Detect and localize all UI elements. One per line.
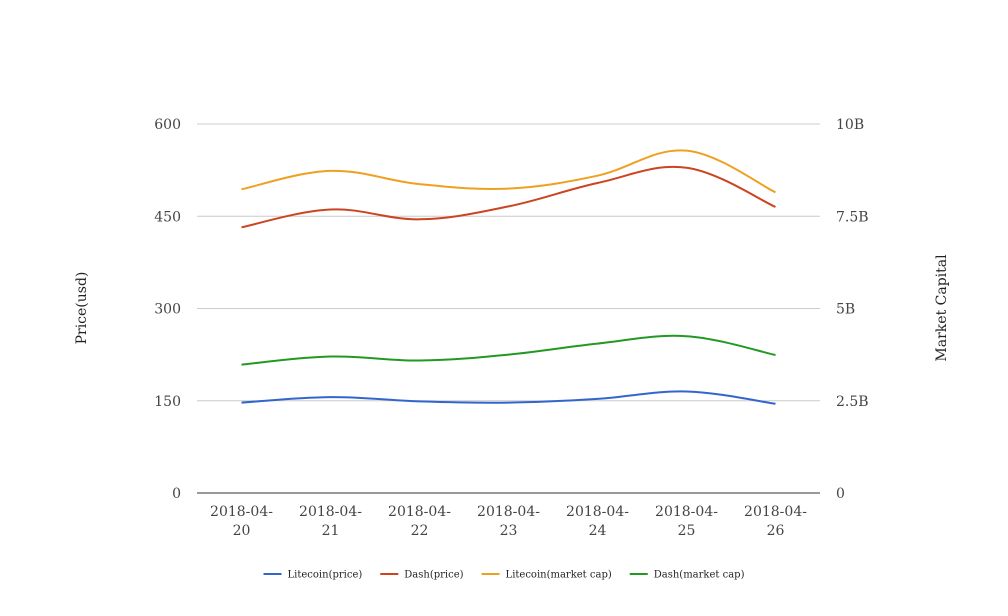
data-point (239, 186, 245, 192)
axis-layer: 0 0 150 2.5B 300 5B 450 7.5B 600 10B 2018-04-20 201… (74, 117, 950, 539)
x-tick-label: 2018-04-22 (388, 504, 451, 539)
legend: Litecoin(price) Dash(price) Litecoin(marke… (263, 570, 745, 581)
data-point (595, 341, 601, 347)
y-tick-label: 0 (172, 486, 181, 502)
data-point (417, 216, 423, 222)
legend-item[interactable]: Dash(market cap) (629, 570, 745, 581)
y-tick-label: 150 (154, 394, 181, 410)
y2-tick-label: 10B (836, 117, 864, 133)
legend-item[interactable]: Litecoin(price) (263, 570, 363, 581)
data-point (506, 203, 512, 209)
series-line-1 (241, 390, 776, 405)
series-line-3 (241, 149, 776, 194)
x-tick-label: 2018-04-24 (566, 504, 629, 539)
grid-layer (197, 123, 820, 402)
y-tick-label: 300 (154, 302, 181, 318)
data-point (417, 398, 423, 404)
data-point (595, 180, 601, 186)
data-point (506, 352, 512, 358)
y-axis-title: Price(usd) (74, 272, 90, 345)
legend-item[interactable]: Dash(price) (380, 570, 464, 581)
data-point (595, 173, 601, 179)
legend-item[interactable]: Litecoin(market cap) (481, 570, 612, 581)
y2-axis-title: Market Capital (934, 254, 950, 362)
data-point (684, 333, 690, 339)
data-point (773, 204, 779, 210)
y2-tick-label: 0 (836, 486, 845, 502)
series-line-2 (241, 165, 776, 229)
y2-tick-label: 5B (836, 302, 855, 318)
legend-label: Dash(price) (404, 570, 463, 581)
data-point (328, 353, 334, 359)
y-tick-label: 600 (154, 117, 181, 133)
legend-label: Dash(market cap) (654, 570, 745, 581)
x-tick-label: 2018-04-25 (655, 504, 718, 539)
y2-tick-label: 2.5B (836, 394, 869, 410)
x-tick-label: 2018-04-21 (299, 504, 362, 539)
data-point (684, 389, 690, 395)
data-point (328, 168, 334, 174)
legend-label: Litecoin(price) (288, 570, 363, 581)
y-tick-label: 450 (154, 209, 181, 225)
x-tick-label: 2018-04-26 (744, 504, 807, 539)
data-point (684, 165, 690, 171)
legend-label: Litecoin(market cap) (506, 570, 612, 581)
y2-tick-label: 7.5B (836, 209, 869, 225)
data-point (684, 148, 690, 154)
x-tick-label: 2018-04-23 (477, 504, 540, 539)
data-point (773, 189, 779, 195)
data-point (417, 358, 423, 364)
data-point (506, 186, 512, 192)
data-point (328, 394, 334, 400)
x-tick-label: 2018-04-20 (210, 504, 273, 539)
series-layer (239, 148, 779, 407)
data-point (239, 224, 245, 230)
series-line-4 (241, 334, 776, 366)
data-point (328, 206, 334, 212)
data-point (506, 400, 512, 406)
data-point (595, 396, 601, 402)
data-point (773, 352, 779, 358)
data-point (239, 400, 245, 406)
data-point (239, 362, 245, 368)
data-point (773, 401, 779, 407)
data-point (417, 181, 423, 187)
